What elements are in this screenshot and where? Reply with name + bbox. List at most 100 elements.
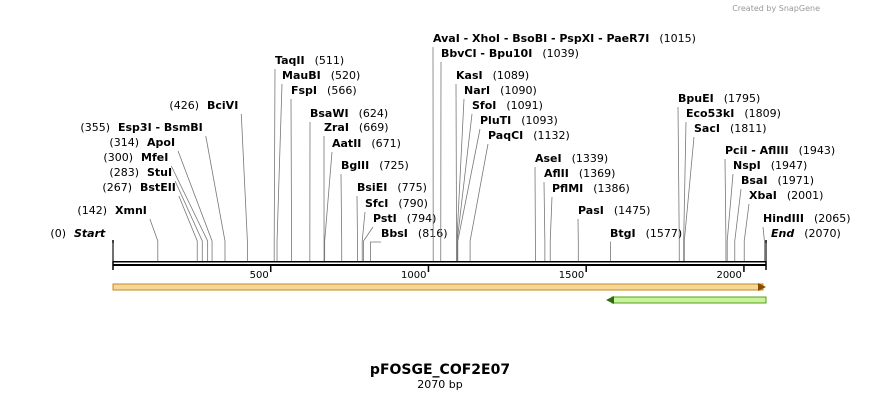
site-connector	[340, 173, 343, 261]
site-connector	[734, 188, 742, 261]
site-position: (790)	[398, 197, 428, 210]
enzyme-name: SfcI	[365, 197, 388, 210]
enzyme-name: SfoI	[472, 99, 496, 112]
site-connector	[370, 241, 381, 261]
enzyme-name: Start	[74, 227, 106, 240]
site-position: (1809)	[744, 107, 781, 120]
site-position: (1577)	[646, 227, 683, 240]
site-connector	[762, 226, 765, 261]
site-connector	[174, 180, 203, 261]
site-position: (1811)	[730, 122, 767, 135]
site-connector	[683, 121, 687, 261]
enzyme-name: AvaI - XhoI - BsoBI - PspXI - PaeR7I	[433, 32, 649, 45]
site-position: (511)	[315, 54, 345, 67]
site-connector	[469, 143, 489, 261]
site-connector	[549, 196, 553, 261]
tick-label: 1500	[559, 270, 584, 281]
site-connector	[457, 128, 481, 261]
site-position: (1947)	[771, 159, 808, 172]
site-position: (283)	[109, 166, 139, 179]
enzyme-name: ApoI	[147, 136, 175, 149]
site-connector	[205, 135, 226, 261]
site-position: (794)	[407, 212, 437, 225]
site-connector	[361, 211, 366, 261]
site-connector	[743, 203, 750, 261]
enzyme-name: BbsI	[381, 227, 408, 240]
enzyme-name: KasI	[456, 69, 483, 82]
enzyme-name: StuI	[147, 166, 172, 179]
enzyme-name: HindIII	[763, 212, 804, 225]
site-position: (1093)	[521, 114, 558, 127]
site-position: (624)	[359, 107, 389, 120]
site-position: (669)	[359, 121, 389, 134]
site-connector	[726, 173, 734, 261]
tick-label: 2000	[716, 270, 741, 281]
enzyme-name: BsaI	[741, 174, 767, 187]
site-position: (1795)	[724, 92, 761, 105]
site-position: (671)	[371, 137, 401, 150]
site-connector	[177, 150, 213, 261]
site-position: (267)	[102, 181, 132, 194]
site-position: (142)	[77, 204, 107, 217]
enzyme-name: AseI	[535, 152, 562, 165]
enzyme-name: PluTI	[480, 114, 511, 127]
site-connector	[324, 151, 333, 261]
site-position: (1132)	[533, 129, 570, 142]
feature-orange	[112, 283, 764, 291]
site-position: (0)	[50, 227, 66, 240]
site-connector	[683, 136, 695, 261]
enzyme-name: MauBI	[282, 69, 321, 82]
site-position: (426)	[169, 99, 199, 112]
enzyme-name: PasI	[578, 204, 604, 217]
site-position: (2070)	[804, 227, 841, 240]
site-position: (2001)	[787, 189, 824, 202]
site-position: (1369)	[579, 167, 616, 180]
enzyme-name: XmnI	[115, 204, 147, 217]
site-position: (1386)	[593, 182, 630, 195]
site-position: (775)	[397, 181, 427, 194]
map-title: pFOSGE_COF2E07	[370, 362, 510, 378]
enzyme-name: End	[771, 227, 794, 240]
enzyme-name: BtgI	[610, 227, 636, 240]
site-position: (2065)	[814, 212, 851, 225]
site-position: (1475)	[614, 204, 651, 217]
backbone	[112, 240, 767, 270]
site-connector	[149, 218, 159, 261]
enzyme-name: MfeI	[141, 151, 168, 164]
enzyme-name: SacI	[694, 122, 720, 135]
backbone-gap	[113, 262, 766, 264]
enzyme-name: TaqII	[275, 54, 305, 67]
enzyme-name: NspI	[733, 159, 761, 172]
enzyme-name: BbvCI - Bpu10I	[441, 47, 532, 60]
site-position: (1039)	[542, 47, 579, 60]
site-connector	[363, 226, 374, 261]
enzyme-name: AatII	[332, 137, 361, 150]
enzyme-name: BciVI	[207, 99, 238, 112]
site-connector	[456, 113, 473, 261]
site-connector	[178, 195, 198, 261]
site-position: (1943)	[799, 144, 836, 157]
site-connector	[455, 83, 457, 261]
feature-green	[611, 296, 767, 304]
site-position: (1971)	[777, 174, 814, 187]
enzyme-name: Esp3I - BsmBI	[118, 121, 203, 134]
enzyme-name: FspI	[291, 84, 317, 97]
site-position: (314)	[109, 136, 139, 149]
feature-arrow	[606, 296, 614, 304]
enzyme-name: AflII	[544, 167, 569, 180]
tick-label: 500	[250, 270, 269, 281]
site-connector	[273, 68, 276, 261]
site-position: (1339)	[572, 152, 609, 165]
credit: Created by SnapGene	[732, 4, 820, 13]
site-connector	[276, 83, 283, 261]
feature-arrow	[758, 283, 766, 291]
site-connector	[170, 165, 209, 261]
site-position: (566)	[327, 84, 357, 97]
site-position: (1015)	[659, 32, 696, 45]
enzyme-name: XbaI	[749, 189, 777, 202]
site-connector	[677, 106, 680, 261]
site-position: (1090)	[500, 84, 537, 97]
site-position: (355)	[80, 121, 110, 134]
enzyme-name: PstI	[373, 212, 397, 225]
enzyme-name: PflMI	[552, 182, 583, 195]
